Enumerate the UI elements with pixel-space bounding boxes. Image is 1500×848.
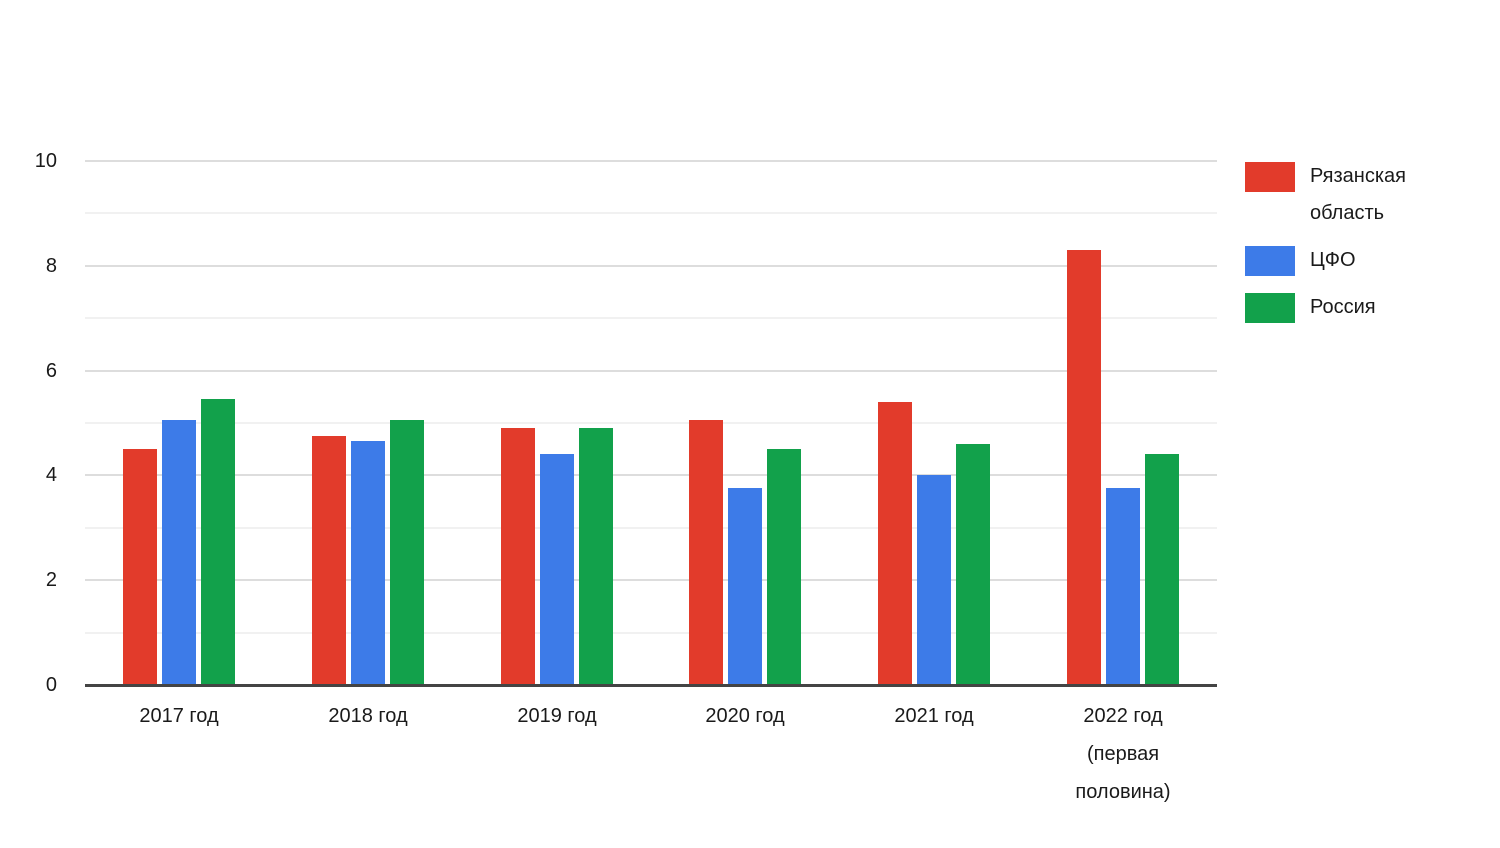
bar	[689, 420, 723, 685]
y-axis-tick-label: 4	[45, 464, 57, 486]
bar	[1145, 454, 1179, 685]
legend-label: Рязанская область	[1310, 165, 1406, 224]
y-axis-tick-label: 8	[45, 255, 57, 277]
legend-color-swatch	[1245, 246, 1295, 276]
y-axis-tick-label: 6	[45, 360, 57, 382]
minor-gridline	[85, 632, 1217, 634]
minor-gridline	[85, 212, 1217, 214]
x-axis-category-label: 2021 год	[894, 705, 974, 727]
bar	[501, 428, 535, 685]
major-gridline	[85, 579, 1217, 581]
minor-gridline	[85, 527, 1217, 529]
bar	[579, 428, 613, 685]
bar	[390, 420, 424, 685]
bar	[878, 402, 912, 685]
major-gridline	[85, 160, 1217, 162]
bar	[956, 444, 990, 685]
major-gridline	[85, 474, 1217, 476]
bar	[201, 399, 235, 685]
y-axis-tick-label: 2	[45, 569, 57, 591]
bar	[351, 441, 385, 685]
minor-gridline	[85, 422, 1217, 424]
bar	[728, 488, 762, 685]
legend-label: ЦФО	[1310, 249, 1356, 271]
x-axis-category-label: 2017 год	[139, 705, 219, 727]
x-axis-category-label: 2018 год	[328, 705, 408, 727]
x-axis-category-label: 2022 год (первая половина)	[1075, 705, 1171, 803]
bar	[1106, 488, 1140, 685]
chart-legend: Рязанская область ЦФО Россия	[1245, 158, 1455, 326]
bar	[917, 475, 951, 685]
x-axis-baseline	[85, 684, 1217, 687]
bar	[312, 436, 346, 685]
legend-label: Россия	[1310, 296, 1376, 318]
minor-gridline	[85, 317, 1217, 319]
y-axis-tick-label: 10	[34, 150, 57, 172]
bar	[162, 420, 196, 685]
legend-item: ЦФО	[1245, 242, 1455, 279]
legend-item: Рязанская область	[1245, 158, 1455, 232]
x-axis-category-label: 2020 год	[705, 705, 785, 727]
bar	[540, 454, 574, 685]
major-gridline	[85, 265, 1217, 267]
x-axis-category-label: 2019 год	[517, 705, 597, 727]
legend-color-swatch	[1245, 293, 1295, 323]
major-gridline	[85, 370, 1217, 372]
legend-item: Россия	[1245, 289, 1455, 326]
bar	[767, 449, 801, 685]
y-axis-tick-label: 0	[45, 674, 57, 696]
legend-color-swatch	[1245, 162, 1295, 192]
bar	[123, 449, 157, 685]
bar	[1067, 250, 1101, 685]
